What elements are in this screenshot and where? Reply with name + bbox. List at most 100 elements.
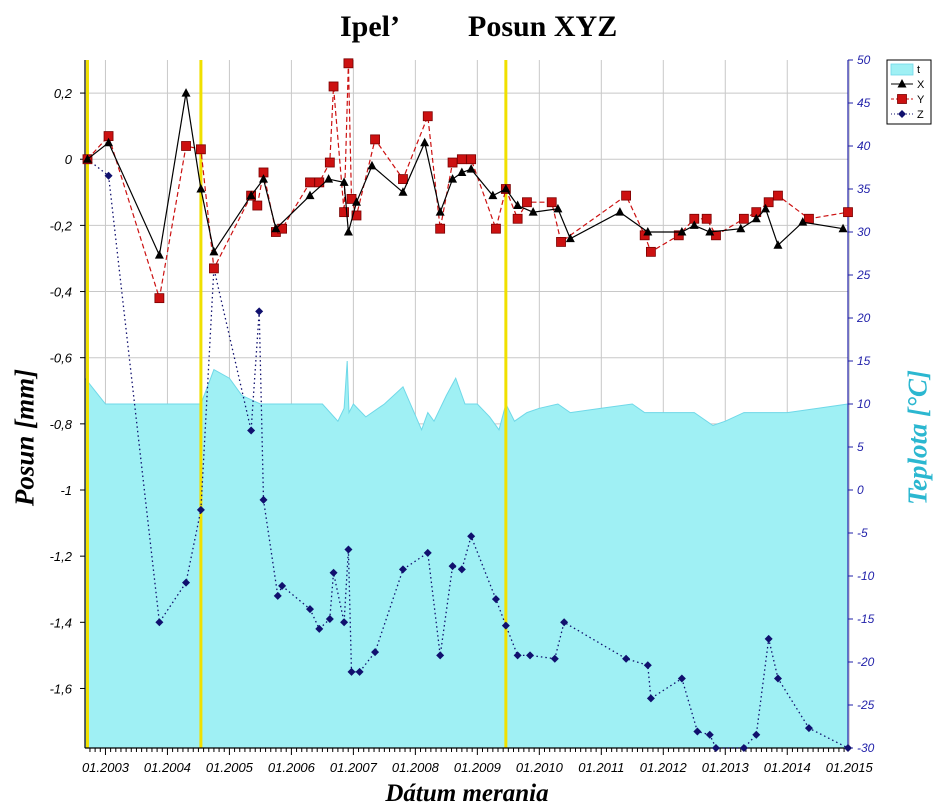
x-tick-label: 01.2005 <box>206 760 254 775</box>
y-tick-label: -0,6 <box>50 351 73 366</box>
y2-tick-label: -10 <box>857 569 875 583</box>
series-z-point <box>347 667 356 676</box>
marker-lines-group <box>85 60 508 748</box>
series-x-point <box>528 207 538 216</box>
chart-title-location: Ipel’ <box>340 10 400 43</box>
series-y-point <box>804 213 814 224</box>
series-x-point <box>798 217 808 226</box>
series-y-point <box>466 154 477 165</box>
series-z-point <box>340 618 349 627</box>
series-x-point <box>466 164 476 173</box>
series-z-point <box>255 307 264 316</box>
series-x-point <box>513 200 523 210</box>
x-tick-label: 01.2011 <box>578 760 624 775</box>
series-y-point <box>556 237 566 247</box>
series-x-point <box>196 184 206 193</box>
y2-tick-label: -5 <box>857 526 868 540</box>
series-y-point <box>328 81 339 92</box>
legend-label-t: t <box>917 64 920 76</box>
series-x-point <box>643 227 653 236</box>
series-x-line <box>87 93 844 258</box>
y-tick-label: -1,4 <box>50 615 72 630</box>
series-y-point <box>491 223 501 234</box>
series-z-point <box>247 426 256 435</box>
series-z-point <box>560 618 569 627</box>
series-z-point <box>273 591 282 600</box>
series-y-point <box>621 190 632 201</box>
y2-tick-label: 5 <box>857 440 864 454</box>
series-x-point <box>209 246 219 256</box>
x-axis-title: Dátum merania <box>385 780 549 807</box>
series-z-point <box>643 661 652 670</box>
series-x-point <box>448 174 458 183</box>
series-z-point <box>693 727 702 736</box>
chart-title-subject: Posun XYZ <box>468 10 618 43</box>
series-x-point <box>343 227 353 236</box>
series-x-point <box>259 174 269 183</box>
y2-tick-label: 45 <box>857 96 871 110</box>
series-x-point <box>420 137 430 147</box>
series-y-point <box>773 190 783 201</box>
series-x-point <box>761 203 771 213</box>
series-y-point <box>181 141 191 151</box>
series-z-point <box>305 605 314 614</box>
series-z-point <box>196 505 205 514</box>
y2-axis-title: Teplota [°C] <box>902 369 933 506</box>
series-z-point <box>278 581 287 590</box>
series-y-point <box>422 111 433 122</box>
y2-tick-label: -20 <box>857 655 875 669</box>
series-z-point <box>526 651 535 660</box>
y2-tick-label: 50 <box>857 53 871 67</box>
series-x-point <box>488 190 498 200</box>
series-z-point <box>423 548 432 557</box>
series-z-point <box>705 730 714 739</box>
series-x-point <box>398 187 408 196</box>
series-x-point <box>305 190 315 200</box>
legend-marker-z <box>898 110 906 118</box>
series-y-point <box>522 197 532 208</box>
series-x-point <box>773 240 783 249</box>
series-y-point <box>398 174 408 184</box>
series-y-point <box>305 177 315 188</box>
series-x-point <box>751 213 761 223</box>
series-y-point <box>339 207 349 218</box>
y2-tick-label: 30 <box>857 225 871 239</box>
series-z-point <box>711 744 720 752</box>
axes-group: 01.2003 01.2004 01.2005 01.2006 01.2007 01.20… <box>50 53 875 775</box>
series-y-point <box>370 134 380 145</box>
series-y-point <box>843 207 853 218</box>
series-y-point <box>196 144 206 155</box>
series-z-point <box>550 654 559 663</box>
chart-title: Ipel’ Posun XYZ <box>0 10 934 54</box>
x-tick-label: 01.2014 <box>764 760 811 775</box>
y-axis-title: Posun [mm] <box>9 368 40 507</box>
y2-tick-label: 35 <box>857 182 871 196</box>
series-z-point <box>315 624 324 633</box>
x-tick-label: 01.2013 <box>702 760 750 775</box>
series-z-point <box>325 615 334 623</box>
y2-tick-label: -30 <box>857 741 875 755</box>
series-x-point <box>246 190 256 200</box>
series-z-point <box>259 495 268 504</box>
y-tick-label: -1,6 <box>50 681 73 696</box>
series-z-point <box>773 674 782 683</box>
series-z-point <box>371 648 380 657</box>
series-x-point <box>565 233 575 243</box>
series-x-point <box>351 197 361 206</box>
series-y-point <box>546 197 557 208</box>
y-tick-label: 0,2 <box>54 86 73 101</box>
series-group <box>82 58 853 752</box>
series-y-point <box>701 213 712 224</box>
series-z-point <box>646 694 655 703</box>
series-y-point <box>435 223 446 234</box>
x-tick-label: 01.2010 <box>516 760 564 775</box>
legend-label-x: X <box>917 79 925 91</box>
series-x-point <box>154 250 164 259</box>
series-z-point <box>457 565 466 574</box>
y2-tick-label: -15 <box>857 612 875 626</box>
x-tick-label: 01.2006 <box>268 760 316 775</box>
series-x-point <box>838 223 848 233</box>
series-x <box>82 88 848 259</box>
x-tick-label: 01.2003 <box>82 760 130 775</box>
